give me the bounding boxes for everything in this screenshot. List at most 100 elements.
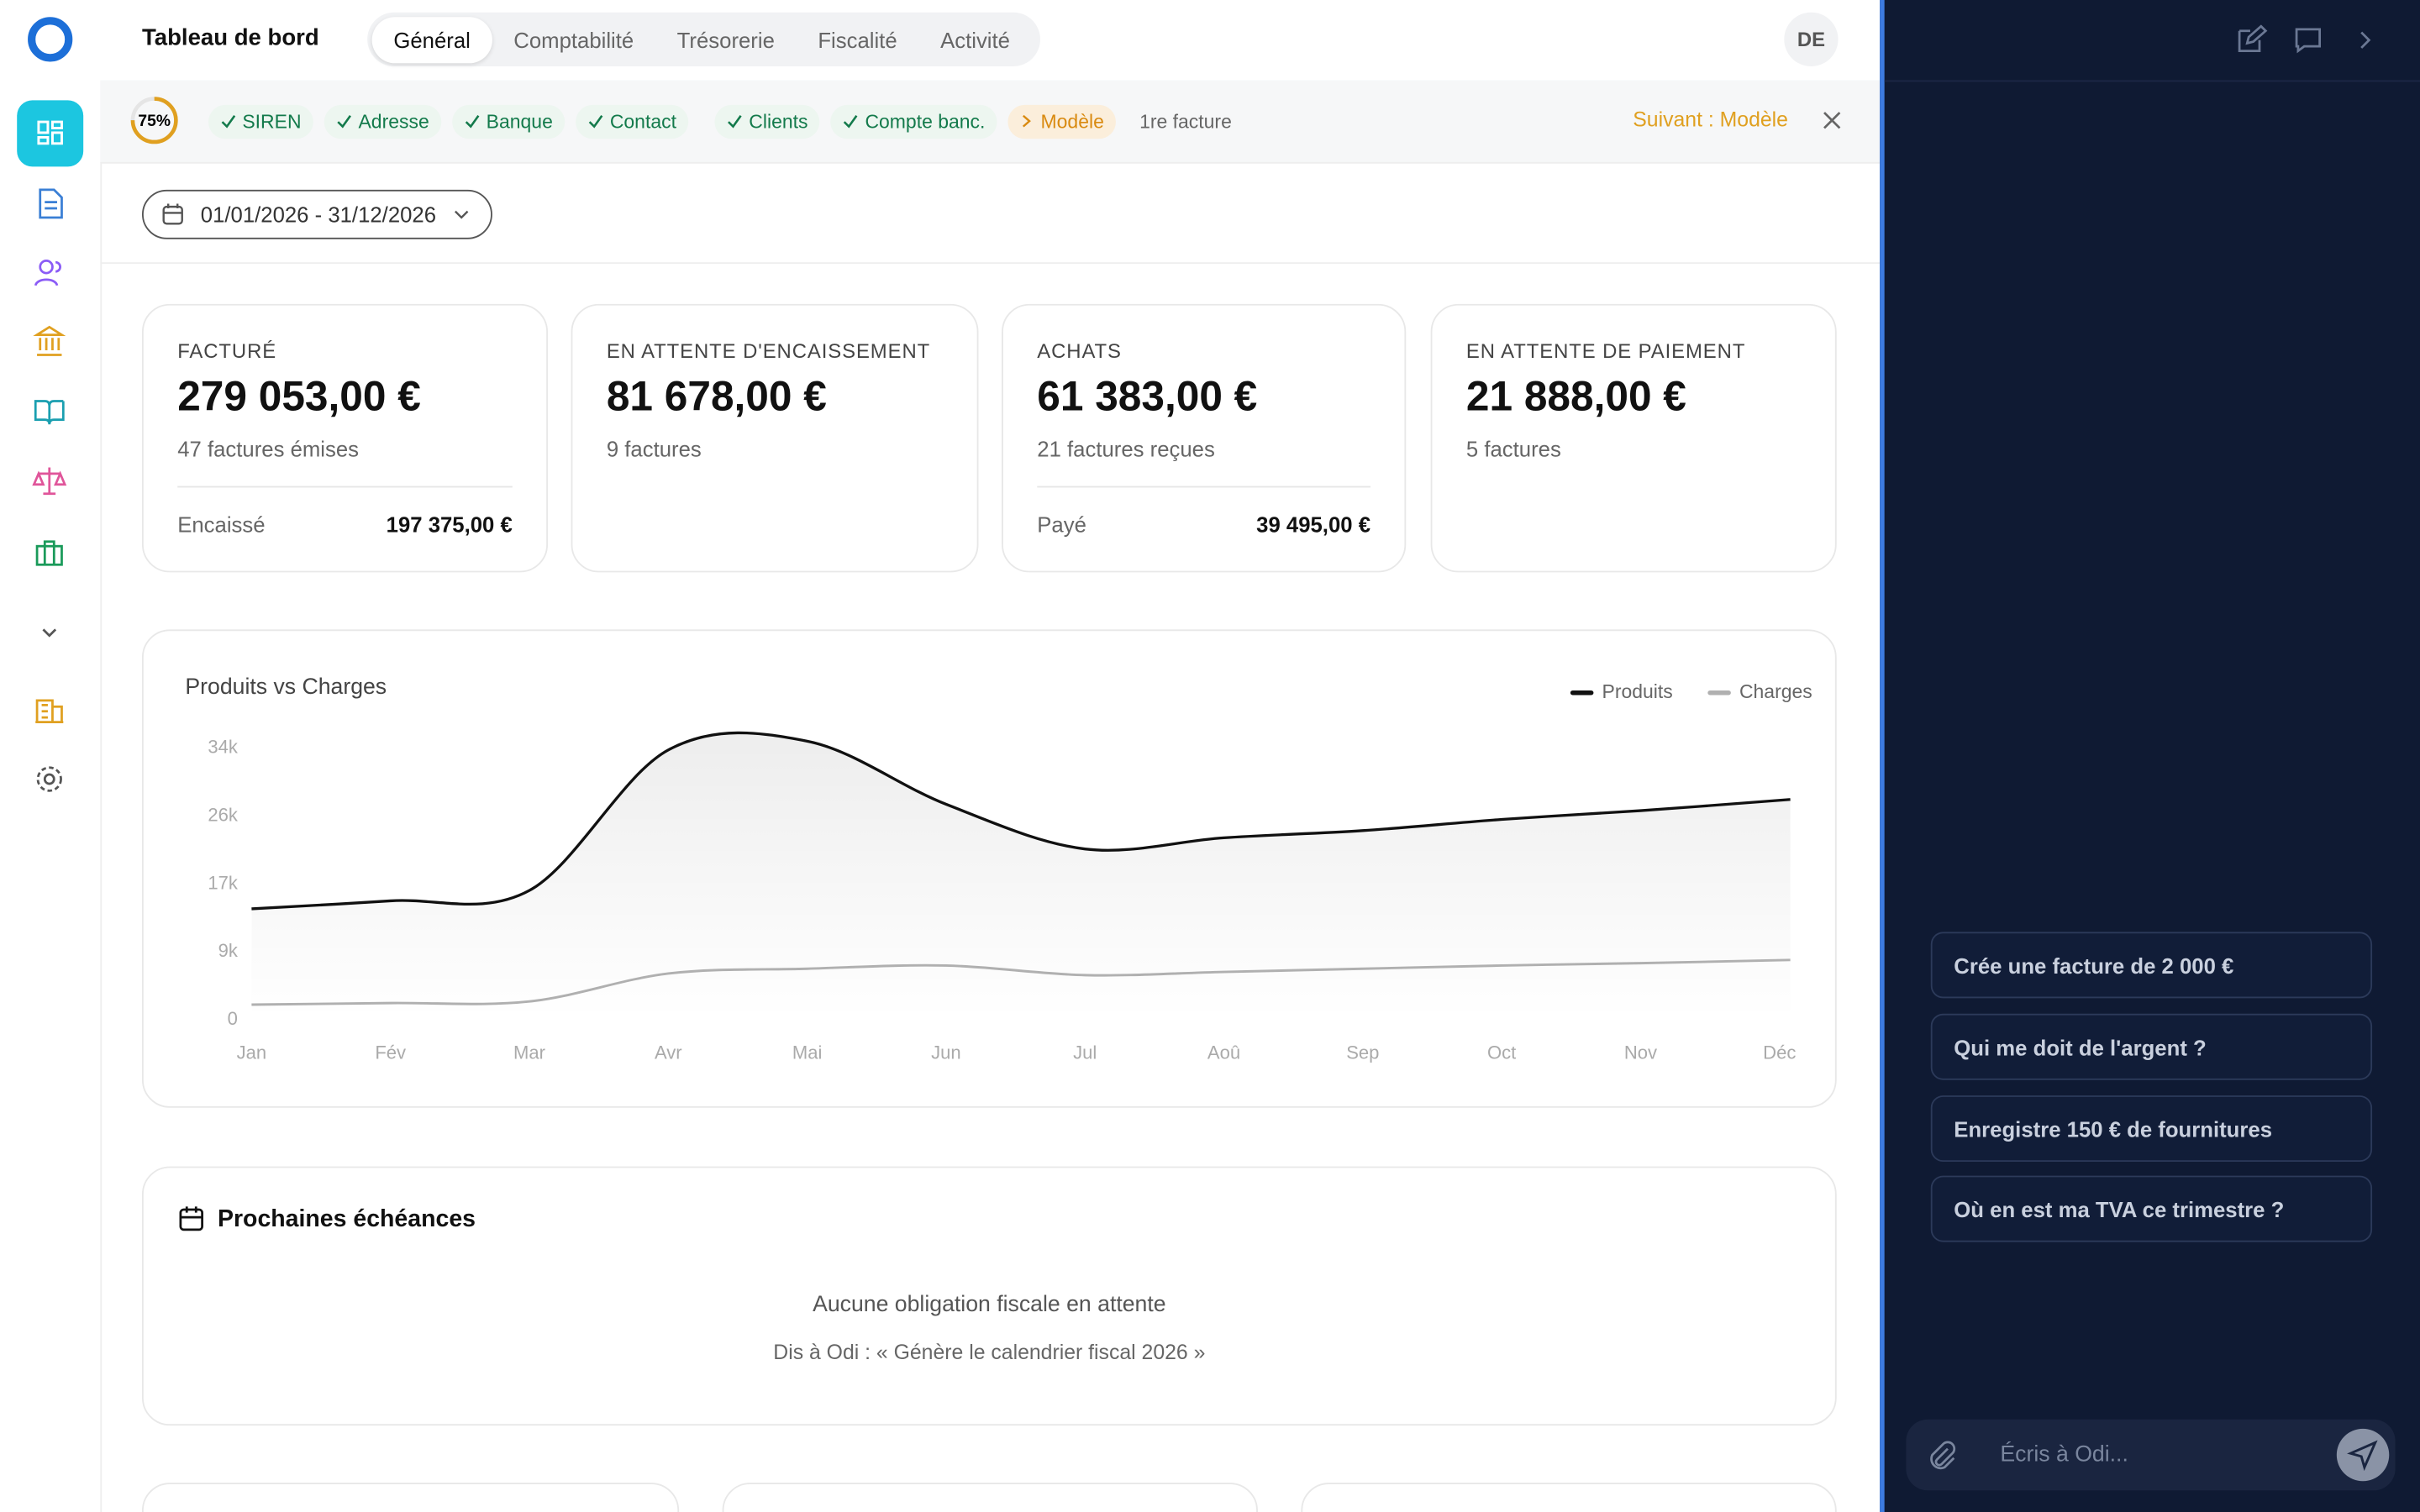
x-tick-label: Oct [1487, 1042, 1516, 1063]
legend-label: Produits [1602, 680, 1673, 702]
line [251, 731, 1791, 911]
x-tick-label: Sep [1346, 1042, 1379, 1063]
onboarding-bar: 75% SIREN Adresse Banque Contact Clients Comp… [100, 80, 1881, 164]
suggestion[interactable]: Crée une facture de 2 000 € [1930, 932, 2373, 999]
kpi-sub: Encaissé 197 375,00 € [177, 486, 513, 538]
chat-input[interactable]: Écris à Odi... [1906, 1419, 2396, 1491]
suggestion[interactable]: Qui me doit de l'argent ? [1930, 1013, 2373, 1080]
y-tick-label: 9k [218, 940, 239, 961]
step-remaining: 1re facture [1139, 110, 1232, 133]
kpi-detail: 5 factures [1465, 436, 1561, 462]
y-tick-label: 0 [228, 1008, 238, 1029]
date-range-text: 01/01/2026 - 31/12/2026 [200, 202, 437, 228]
attach-button[interactable] [1926, 1440, 1957, 1471]
kpi-sub-value: 197 375,00 € [386, 512, 513, 538]
kpi-value: 21 888,00 € [1465, 373, 1686, 420]
calendar-icon [162, 203, 183, 225]
kpi-label: FACTURÉ [177, 339, 277, 363]
hint: Dis à Odi : « Génère le calendrier fisca… [773, 1341, 1206, 1364]
page-title: Tableau de bord [141, 24, 319, 51]
card-partial [141, 1483, 680, 1512]
kpi-card: EN ATTENTE DE PAIEMENT 21 888,00 € 5 factu… [1430, 303, 1837, 573]
step-label: Banque [486, 110, 553, 133]
send-button[interactable] [2335, 1427, 2391, 1483]
date-range[interactable]: 01/01/2026 - 31/12/2026 [141, 189, 492, 239]
check-icon [844, 114, 859, 128]
step-label: Compte banc. [865, 110, 986, 133]
chart: Produits vs Charges 0 9k 17k 26k 34k Jan Fév Ma… [185, 674, 1812, 1063]
step-label: SIREN [242, 110, 302, 133]
deadlines-title: Prochaines échéances [217, 1206, 476, 1233]
y-tick-label: 26k [208, 805, 239, 826]
kpi-label: EN ATTENTE DE PAIEMENT [1465, 339, 1746, 363]
check-icon [337, 114, 352, 128]
kpi-label: ACHATS [1037, 339, 1122, 363]
calendar-icon [179, 1206, 203, 1231]
progress-label: 75% [138, 113, 171, 130]
tabs: Général Comptabilité Trésorerie Fiscalité Ac… [367, 12, 1040, 66]
input-placeholder: Écris à Odi... [2000, 1442, 2128, 1467]
nav-icons-bottom[interactable] [31, 691, 70, 800]
card-partial [1301, 1483, 1837, 1512]
nav-icons[interactable] [31, 185, 70, 679]
card-partial [722, 1483, 1258, 1512]
kpi-detail: 21 factures reçues [1037, 436, 1215, 462]
step-done: Clients [714, 103, 821, 139]
panel-actions[interactable] [2235, 24, 2390, 55]
suggestion[interactable]: Enregistre 150 € de fournitures [1930, 1095, 2373, 1163]
legend-label: Charges [1739, 680, 1812, 702]
x-tick-label: Mar [513, 1042, 545, 1063]
step-label: Contact [609, 110, 676, 133]
kpi-sub-value: 39 495,00 € [1256, 512, 1371, 538]
area [251, 732, 1791, 1021]
x-tick-label: Nov [1624, 1042, 1657, 1063]
step-done: Banque [452, 103, 566, 139]
step-label: Adresse [358, 110, 429, 133]
tab[interactable]: Activité [940, 27, 1010, 52]
x-tick-label: Mai [792, 1042, 822, 1063]
nav-dashboard[interactable] [17, 100, 84, 167]
check-icon [221, 114, 236, 128]
x-tick-label: Aoû [1207, 1042, 1240, 1063]
next-step[interactable]: Suivant : Modèle [1633, 108, 1788, 132]
chevron [454, 210, 469, 219]
kpi-value: 279 053,00 € [177, 373, 421, 420]
step-done: Compte banc. [831, 103, 998, 139]
tab[interactable]: Fiscalité [818, 27, 897, 52]
close-button[interactable] [1823, 111, 1841, 129]
sidebar [0, 80, 103, 1512]
suggestion[interactable]: Où en est ma TVA ce trimestre ? [1930, 1175, 2373, 1242]
user-avatar[interactable]: DE [1784, 12, 1839, 66]
empty-state: Aucune obligation fiscale en attente [813, 1293, 1166, 1318]
x-tick-label: Déc [1763, 1042, 1796, 1063]
x-tick-label: Jun [931, 1042, 961, 1063]
chevron-icon [1023, 113, 1032, 127]
step-done: Adresse [324, 103, 442, 139]
step-current[interactable]: Modèle [1007, 103, 1117, 139]
check-icon [465, 114, 480, 128]
separator [100, 262, 1881, 265]
x-tick-label: Avr [655, 1042, 682, 1063]
progress-ring: 75% [130, 97, 178, 144]
chart-title: Produits vs Charges [185, 674, 387, 699]
kpi-label: EN ATTENTE D'ENCAISSEMENT [606, 339, 931, 363]
step-done: SIREN [208, 103, 314, 139]
step-label: Modèle [1040, 110, 1104, 133]
check-icon [728, 114, 743, 128]
kpi-sub-label: Encaissé [177, 512, 266, 538]
kpi-value: 81 678,00 € [606, 373, 827, 420]
assistant-panel [1880, 0, 2420, 1512]
x-tick-label: Fév [375, 1042, 406, 1063]
tab[interactable]: Trésorerie [676, 27, 775, 52]
step-done: Contact [576, 103, 689, 139]
x-tick-label: Jan [237, 1042, 267, 1063]
tab[interactable]: Général [371, 16, 492, 63]
kpi-card: FACTURÉ 279 053,00 € 47 factures émises Enc… [141, 303, 549, 573]
y-tick-label: 17k [208, 872, 239, 893]
progress-arc [130, 97, 178, 144]
kpi-sub-label: Payé [1037, 512, 1086, 538]
tab[interactable]: Comptabilité [513, 27, 634, 52]
